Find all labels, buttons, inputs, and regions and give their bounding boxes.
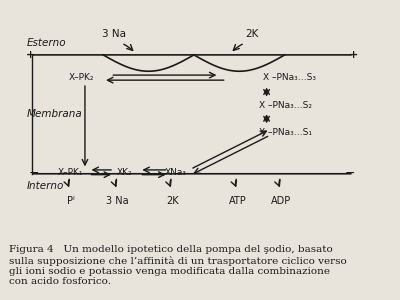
Text: X –PNa₃…S₃: X –PNa₃…S₃ [263, 73, 316, 82]
Text: Esterno: Esterno [27, 38, 66, 48]
Text: ATP: ATP [229, 196, 246, 206]
Text: −: − [29, 167, 39, 180]
Text: XK₂: XK₂ [117, 168, 133, 177]
Text: Pᴵ: Pᴵ [66, 196, 74, 206]
Text: Figura 4   Un modello ipotetico della pompa del şodio, basato
sulla supposizione: Figura 4 Un modello ipotetico della pomp… [9, 245, 346, 286]
Text: 3 Na: 3 Na [102, 28, 126, 38]
Text: +: + [349, 50, 358, 60]
Text: 2K: 2K [245, 28, 259, 38]
Text: 2K: 2K [166, 196, 178, 206]
Text: Interno: Interno [27, 181, 64, 191]
Text: ADP: ADP [271, 196, 291, 206]
Text: X –PNa₃…S₁: X –PNa₃…S₁ [259, 128, 312, 137]
Text: X –PNa₃…S₂: X –PNa₃…S₂ [259, 101, 312, 110]
Text: X–PK₁: X–PK₁ [58, 168, 83, 177]
Text: X–PK₂: X–PK₂ [68, 73, 94, 82]
Text: XNa₃: XNa₃ [165, 168, 187, 177]
Text: +: + [26, 50, 35, 60]
Text: −: − [345, 167, 355, 180]
Text: Membrana: Membrana [27, 109, 82, 119]
Text: 3 Na: 3 Na [106, 196, 129, 206]
